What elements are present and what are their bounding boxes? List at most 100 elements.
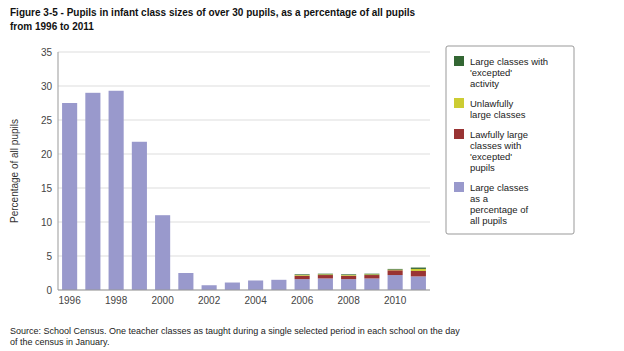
bar-segment xyxy=(85,92,100,93)
bar-segment xyxy=(295,279,310,290)
bar-segment xyxy=(202,285,217,286)
bar-segment xyxy=(202,285,217,286)
bar-segment xyxy=(364,274,379,276)
y-tick-label: 10 xyxy=(41,217,53,228)
bar-segment xyxy=(318,274,333,276)
bar-segment xyxy=(411,271,426,276)
grid xyxy=(58,52,430,290)
bar-segment xyxy=(155,215,170,216)
bar-segment xyxy=(271,279,286,280)
bar-segment xyxy=(225,282,240,283)
bar-segment xyxy=(388,270,403,275)
bar-segment xyxy=(109,91,124,290)
bar-segment xyxy=(178,273,193,290)
legend: Large classes with'excepted'activity Unla… xyxy=(446,46,574,234)
bar-segment xyxy=(132,141,147,142)
legend-label: Large classesas apercentage ofall pupils xyxy=(470,182,529,226)
bar-segment xyxy=(62,103,77,104)
bar-segment xyxy=(178,273,193,274)
grid-line xyxy=(58,86,430,87)
bar-segment xyxy=(85,92,100,93)
bar-segment xyxy=(225,282,240,283)
bar-segment xyxy=(109,90,124,91)
x-tick-label: 2008 xyxy=(338,295,361,306)
text-line: Large classes xyxy=(470,182,529,193)
grid-line xyxy=(58,52,430,53)
bar-segment xyxy=(295,274,310,276)
bar-segment xyxy=(132,141,147,142)
bar-segment xyxy=(388,275,403,290)
title: Figure 3-5 - Pupils in infant class size… xyxy=(10,7,416,18)
bar-segment xyxy=(62,103,77,290)
y-axis-line xyxy=(58,52,59,290)
bar-segment xyxy=(271,279,286,280)
bar-segment xyxy=(178,273,193,274)
bar-segment xyxy=(341,275,356,277)
bars xyxy=(62,91,426,290)
x-tick-label: 1996 xyxy=(59,295,82,306)
text-line: pupils xyxy=(470,162,495,173)
y-tick-label: 5 xyxy=(46,251,52,262)
legend-swatch xyxy=(454,129,464,139)
text-line: of the census in January. xyxy=(10,337,109,347)
text-line: large classes xyxy=(470,109,526,120)
chart: Figure 3-5 - Pupils in infant class size… xyxy=(0,0,624,351)
x-tick-label: 2004 xyxy=(245,295,268,306)
bar-segment xyxy=(132,142,147,290)
legend-label: Lawfully largeclasses with'excepted'pupi… xyxy=(470,129,528,173)
bar-segment xyxy=(225,282,240,283)
text-line: Unlawfully xyxy=(470,98,514,109)
legend-label: Large classes with'excepted'activity xyxy=(470,56,548,89)
bar-segment xyxy=(85,93,100,290)
bar-segment xyxy=(248,280,263,281)
grid-line xyxy=(58,290,430,291)
bar-segment xyxy=(364,273,379,275)
bar-segment xyxy=(178,273,193,274)
legend-label: Unlawfullylarge classes xyxy=(470,98,526,120)
text-line: all pupils xyxy=(470,215,507,226)
x-tick-label: 1998 xyxy=(105,295,128,306)
x-tick-label: 2006 xyxy=(291,295,314,306)
bar-segment xyxy=(132,141,147,142)
text-line: Large classes with xyxy=(470,56,548,67)
text-line: 'excepted' xyxy=(470,151,512,162)
bar-segment xyxy=(411,269,426,271)
legend-swatch xyxy=(454,182,464,192)
bar-segment xyxy=(295,275,310,277)
bar-segment xyxy=(388,268,403,270)
bar-segment xyxy=(62,103,77,104)
bar-segment xyxy=(248,280,263,281)
text-line: as a xyxy=(470,193,489,204)
bar-segment xyxy=(411,276,426,290)
bar-segment xyxy=(248,280,263,290)
bar-segment xyxy=(411,268,426,269)
bar-segment xyxy=(109,90,124,91)
bar-segment xyxy=(318,275,333,278)
bar-segment xyxy=(155,215,170,290)
bar-segment xyxy=(271,279,286,280)
text-line: 'excepted' xyxy=(470,67,512,78)
bar-segment xyxy=(318,273,333,275)
bar-segment xyxy=(155,215,170,216)
bar-segment xyxy=(109,90,124,91)
source-note: Source: School Census. One teacher class… xyxy=(10,326,460,347)
subtitle: from 1996 to 2011 xyxy=(10,21,94,32)
bar-segment xyxy=(295,276,310,279)
bar-segment xyxy=(225,283,240,290)
text-line: Lawfully large xyxy=(470,129,528,140)
x-tick-label: 2002 xyxy=(198,295,221,306)
legend-swatch xyxy=(454,98,464,108)
legend-frame xyxy=(446,46,574,234)
bar-segment xyxy=(388,269,403,271)
bar-segment xyxy=(318,278,333,290)
bar-segment xyxy=(202,285,217,290)
bar-segment xyxy=(155,215,170,216)
bar-segment xyxy=(85,92,100,93)
y-tick-label: 35 xyxy=(41,47,53,58)
y-tick-label: 0 xyxy=(46,285,52,296)
y-tick-label: 30 xyxy=(41,81,53,92)
legend-swatch xyxy=(454,56,464,66)
y-tick-label: 20 xyxy=(41,149,53,160)
y-tick-label: 15 xyxy=(41,183,53,194)
bar-segment xyxy=(248,280,263,281)
